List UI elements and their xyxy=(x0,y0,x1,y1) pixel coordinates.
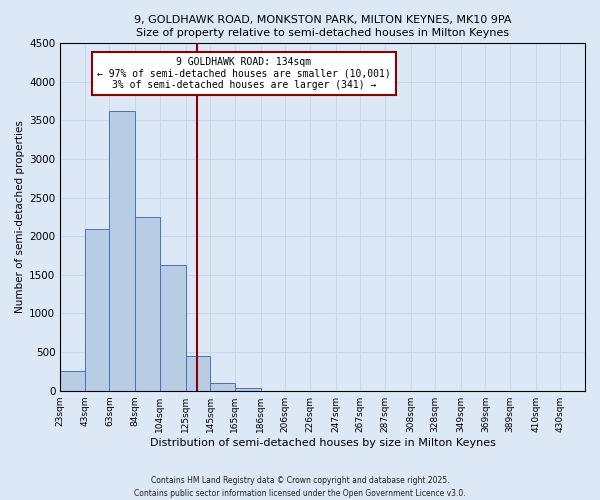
Y-axis label: Number of semi-detached properties: Number of semi-detached properties xyxy=(15,120,25,314)
Bar xyxy=(109,111,135,390)
Text: 9 GOLDHAWK ROAD: 134sqm
← 97% of semi-detached houses are smaller (10,001)
3% of: 9 GOLDHAWK ROAD: 134sqm ← 97% of semi-de… xyxy=(97,57,391,90)
Bar xyxy=(235,388,260,390)
Bar xyxy=(210,383,235,390)
Title: 9, GOLDHAWK ROAD, MONKSTON PARK, MILTON KEYNES, MK10 9PA
Size of property relati: 9, GOLDHAWK ROAD, MONKSTON PARK, MILTON … xyxy=(134,15,511,38)
Bar xyxy=(60,372,85,390)
Bar xyxy=(160,265,185,390)
Text: Contains HM Land Registry data © Crown copyright and database right 2025.
Contai: Contains HM Land Registry data © Crown c… xyxy=(134,476,466,498)
Bar xyxy=(85,228,109,390)
Bar xyxy=(185,356,210,390)
Bar xyxy=(135,217,160,390)
X-axis label: Distribution of semi-detached houses by size in Milton Keynes: Distribution of semi-detached houses by … xyxy=(150,438,496,448)
